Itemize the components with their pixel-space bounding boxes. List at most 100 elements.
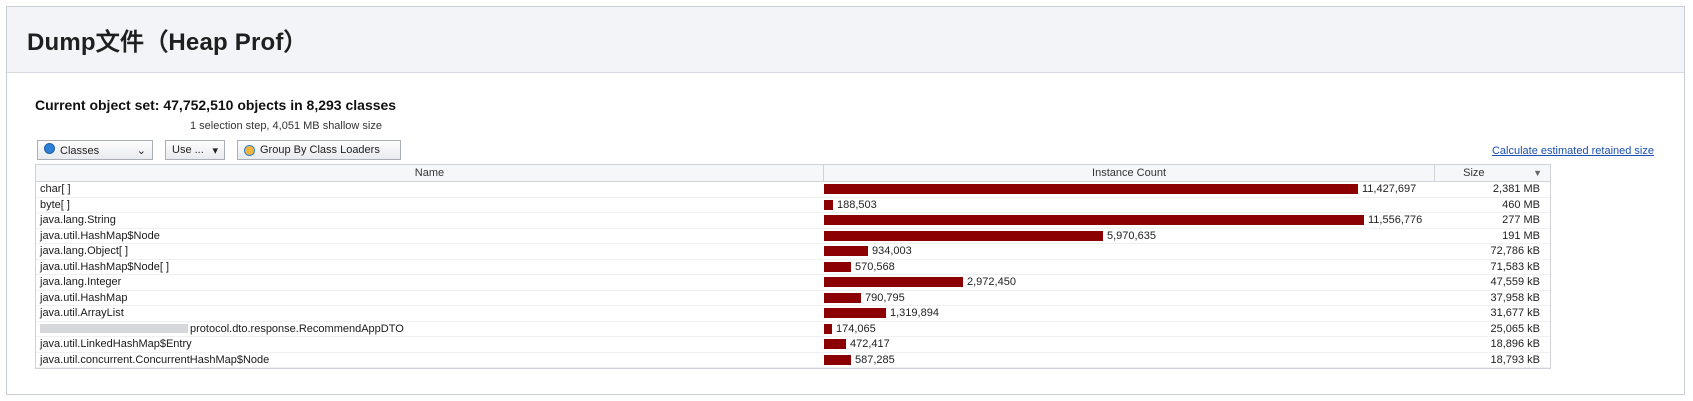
instance-count-bar	[824, 199, 833, 210]
instance-count-bar	[824, 184, 1358, 195]
class-name-cell: java.util.concurrent.ConcurrentHashMap$N…	[36, 354, 824, 366]
radio-icon	[44, 143, 55, 154]
chevron-down-icon: ▾	[212, 144, 218, 157]
table-row[interactable]: java.lang.String 11,556,776 277 MB	[36, 213, 1550, 229]
table-row[interactable]: byte[ ] 188,503 460 MB	[36, 198, 1550, 213]
class-name: java.lang.Object[ ]	[40, 245, 129, 258]
instance-count-value: 934,003	[872, 245, 912, 258]
class-name-cell: char[ ]	[36, 183, 824, 195]
size-header-label: Size	[1463, 167, 1485, 179]
table-row[interactable]: java.lang.Object[ ] 934,003 72,786 kB	[36, 244, 1550, 260]
instance-count-value: 570,568	[855, 260, 895, 273]
size-cell: 460 MB	[1502, 198, 1540, 211]
class-name-cell: java.lang.Integer	[36, 276, 824, 288]
size-cell: 191 MB	[1502, 229, 1540, 242]
instance-count-cell: 174,065	[824, 323, 1435, 335]
instance-count-cell: 587,285	[824, 354, 1435, 366]
instance-count-value: 11,556,776	[1368, 214, 1423, 227]
instance-count-cell: 5,970,635	[824, 230, 1435, 242]
instance-count-cell: 570,568	[824, 261, 1435, 273]
column-header-size[interactable]: Size ▼	[1435, 165, 1550, 181]
instance-count-value: 587,285	[855, 353, 895, 366]
table-row[interactable]: java.util.LinkedHashMap$Entry 472,417 18,8…	[36, 337, 1550, 353]
class-name: byte[ ]	[40, 198, 70, 211]
use-dropdown[interactable]: Use ... ▾	[165, 140, 225, 160]
class-name: protocol.dto.response.RecommendAppDTO	[190, 322, 404, 335]
chevron-down-icon: ⌄	[136, 144, 146, 157]
class-name: java.util.LinkedHashMap$Entry	[40, 338, 192, 351]
instance-count-cell: 472,417	[824, 338, 1435, 350]
instance-count-value: 1,319,894	[890, 307, 939, 320]
class-name-cell: java.util.HashMap$Node[ ]	[36, 261, 824, 273]
class-name: java.util.HashMap$Node	[40, 229, 160, 242]
class-name: java.util.HashMap	[40, 291, 128, 304]
instance-count-bar	[824, 323, 832, 334]
class-name-cell: java.util.ArrayList	[36, 307, 824, 319]
column-header-instance-count[interactable]: Instance Count	[824, 165, 1436, 181]
instance-count-value: 174,065	[836, 322, 876, 335]
instance-count-cell: 2,972,450	[824, 276, 1435, 288]
table-row[interactable]: java.lang.Integer 2,972,450 47,559 kB	[36, 275, 1550, 291]
column-header-name[interactable]: Name	[36, 165, 824, 181]
group-by-class-loaders-button[interactable]: Group By Class Loaders	[237, 140, 401, 160]
size-cell: 18,793 kB	[1490, 353, 1540, 366]
class-name: java.util.ArrayList	[40, 307, 124, 320]
class-name-cell: java.util.HashMap$Node	[36, 230, 824, 242]
instance-count-cell: 11,556,776	[824, 214, 1435, 226]
table-row[interactable]: java.util.HashMap 790,795 37,958 kB	[36, 291, 1550, 306]
table-row[interactable]: char[ ] 11,427,697 2,381 MB	[36, 182, 1550, 198]
size-cell: 277 MB	[1502, 214, 1540, 227]
instance-count-cell: 11,427,697	[824, 183, 1435, 195]
classes-dropdown[interactable]: Classes ⌄	[37, 140, 153, 160]
size-cell: 2,381 MB	[1492, 183, 1540, 196]
size-cell: 31,677 kB	[1490, 307, 1540, 320]
instance-count-bar	[824, 308, 886, 319]
instance-count-bar	[824, 215, 1364, 226]
class-name-cell: java.lang.String	[36, 214, 824, 226]
redacted-package-prefix	[40, 324, 188, 334]
instance-count-bar	[824, 339, 846, 350]
table-row[interactable]: protocol.dto.response.RecommendAppDTO 174…	[36, 322, 1550, 337]
table-body: char[ ] 11,427,697 2,381 MB byte[ ] 188,503 4…	[36, 182, 1550, 368]
instance-count-cell: 790,795	[824, 292, 1435, 304]
summary-label: Current object set:	[35, 97, 160, 113]
object-set-summary: Current object set: 47,752,510 objects i…	[35, 97, 396, 113]
instance-count-value: 2,972,450	[967, 276, 1016, 289]
table-header: Name Instance Count Size ▼	[36, 165, 1550, 182]
page-title: Dump文件（Heap Prof）	[27, 29, 308, 56]
sort-descending-icon: ▼	[1533, 168, 1542, 178]
instance-count-bar	[824, 277, 963, 288]
instance-count-cell: 188,503	[824, 199, 1435, 211]
size-cell: 25,065 kB	[1490, 322, 1540, 335]
class-name-cell: byte[ ]	[36, 199, 824, 211]
class-name: java.lang.String	[40, 214, 116, 227]
table-row[interactable]: java.util.HashMap$Node[ ] 570,568 71,583 k…	[36, 260, 1550, 275]
size-cell: 71,583 kB	[1490, 260, 1540, 273]
table-row[interactable]: java.util.ArrayList 1,319,894 31,677 kB	[36, 306, 1550, 322]
size-cell: 37,958 kB	[1490, 291, 1540, 304]
instance-count-value: 188,503	[837, 198, 877, 211]
table-row[interactable]: java.util.concurrent.ConcurrentHashMap$N…	[36, 353, 1550, 368]
calculate-retained-size-link[interactable]: Calculate estimated retained size	[1491, 145, 1654, 157]
instance-count-value: 5,970,635	[1107, 229, 1156, 242]
instance-count-bar	[824, 292, 861, 303]
size-cell: 72,786 kB	[1490, 245, 1540, 258]
size-cell: 18,896 kB	[1490, 338, 1540, 351]
class-name: java.lang.Integer	[40, 276, 122, 289]
instance-count-value: 11,427,697	[1362, 183, 1417, 196]
instance-count-bar	[824, 246, 868, 257]
heap-dump-panel: Dump文件（Heap Prof） Current object set: 47…	[6, 6, 1685, 395]
instance-count-bar	[824, 261, 851, 272]
use-label: Use ...	[172, 144, 204, 156]
instance-count-cell: 1,319,894	[824, 307, 1435, 319]
table-row[interactable]: java.util.HashMap$Node 5,970,635 191 MB	[36, 229, 1550, 244]
class-name-cell: java.util.LinkedHashMap$Entry	[36, 338, 824, 350]
selection-summary: 1 selection step, 4,051 MB shallow size	[190, 120, 382, 132]
instance-count-bar	[824, 354, 851, 365]
instance-count-cell: 934,003	[824, 245, 1435, 257]
class-name-cell: protocol.dto.response.RecommendAppDTO	[36, 323, 824, 335]
instance-count-value: 472,417	[850, 338, 890, 351]
class-name-cell: java.util.HashMap	[36, 292, 824, 304]
panel-header: Dump文件（Heap Prof）	[7, 7, 1684, 73]
group-label: Group By Class Loaders	[260, 144, 380, 156]
